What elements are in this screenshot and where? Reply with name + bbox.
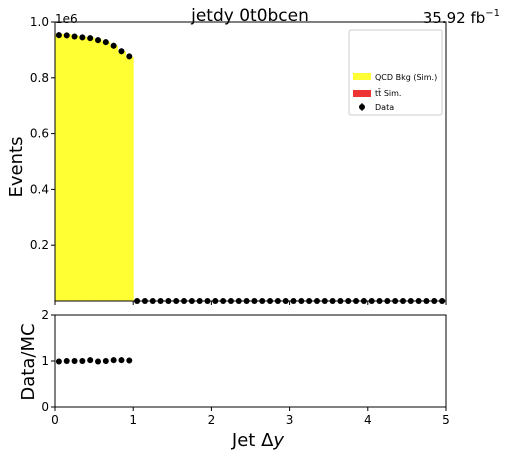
ratio-x-tick-label: 2 [208, 413, 216, 427]
qcd-bar [62, 33, 72, 301]
ratio-points [55, 357, 133, 365]
legend-marker-data [359, 104, 365, 110]
main-x-ticks [54, 301, 447, 305]
ratio-x-tick-label: 0 [51, 413, 59, 427]
qcd-bkg-bars [55, 33, 134, 302]
main-y-tick-label: 0.6 [30, 127, 49, 141]
chart-title: jetdy 0t0bcen [190, 6, 309, 26]
legend-label-data: Data [375, 103, 394, 112]
data-point [79, 34, 86, 41]
ratio-point [87, 357, 94, 364]
data-point [102, 39, 109, 46]
ratio-point [126, 357, 133, 364]
ratio-y-axis-label: Data/MC [18, 323, 39, 400]
ratio-y-tick-label: 1 [41, 354, 49, 368]
ratio-point [118, 357, 125, 364]
ratio-x-tick-label: 3 [286, 413, 294, 427]
ratio-point [110, 357, 117, 364]
lumi-label: 35.92 fb−1 [423, 8, 500, 27]
data-point [55, 32, 62, 39]
data-point [63, 32, 70, 39]
main-y-tick-label: 0.4 [30, 182, 49, 196]
y-offset-label: 1e6 [55, 12, 78, 26]
qcd-bar [109, 45, 119, 302]
ratio-x-tick-label: 1 [129, 413, 137, 427]
data-point [71, 33, 78, 40]
data-point [110, 42, 117, 49]
legend-box [348, 29, 443, 116]
qcd-bar [117, 51, 126, 301]
ratio-plot-frame [54, 314, 447, 408]
ratio-y-ticks: 0 1 2 [41, 308, 55, 414]
main-y-ticks: 0.2 0.4 0.6 0.8 1.0 [30, 15, 55, 252]
data-point [118, 48, 125, 55]
legend-swatch-ttbar [353, 90, 371, 97]
main-plot-frame [54, 21, 447, 302]
qcd-bar [125, 56, 134, 301]
qcd-bar [55, 33, 64, 302]
data-point [95, 37, 102, 44]
ratio-y-tick-label: 0 [41, 400, 49, 414]
qcd-bar [78, 36, 87, 302]
ratio-x-tick-label: 5 [442, 413, 450, 427]
legend: QCD Bkg (Sim.) tt̄ Sim. Data [348, 29, 443, 116]
ratio-y-tick-label: 2 [41, 308, 49, 322]
legend-swatch-qcd [353, 73, 371, 80]
ratio-x-ticks: 0 1 2 3 4 5 [51, 407, 450, 427]
legend-label-ttbar: tt̄ Sim. [375, 88, 401, 98]
ratio-x-tick-label: 4 [364, 413, 372, 427]
main-y-axis-label: Events [6, 137, 27, 198]
ratio-point [63, 358, 70, 364]
ratio-point [79, 358, 86, 364]
data-point [87, 35, 94, 42]
main-y-tick-label: 1.0 [30, 15, 49, 29]
qcd-bar [101, 41, 111, 301]
legend-label-qcd: QCD Bkg (Sim.) [375, 73, 437, 82]
qcd-bar [94, 39, 103, 301]
main-panel: 0.2 0.4 0.6 0.8 1.0 [30, 15, 447, 305]
ratio-point [55, 358, 62, 365]
qcd-bar [70, 35, 79, 301]
ratio-panel: 0 1 2 3 4 5 0 1 2 [41, 308, 449, 427]
main-y-tick-label: 0.8 [30, 71, 49, 85]
data-point [126, 53, 133, 60]
ratio-point [95, 358, 102, 365]
qcd-bar [86, 37, 95, 301]
ratio-point [71, 358, 78, 364]
x-axis-label: Jet Δy [231, 430, 284, 451]
main-y-tick-label: 0.2 [30, 238, 49, 252]
ratio-point [102, 358, 109, 364]
